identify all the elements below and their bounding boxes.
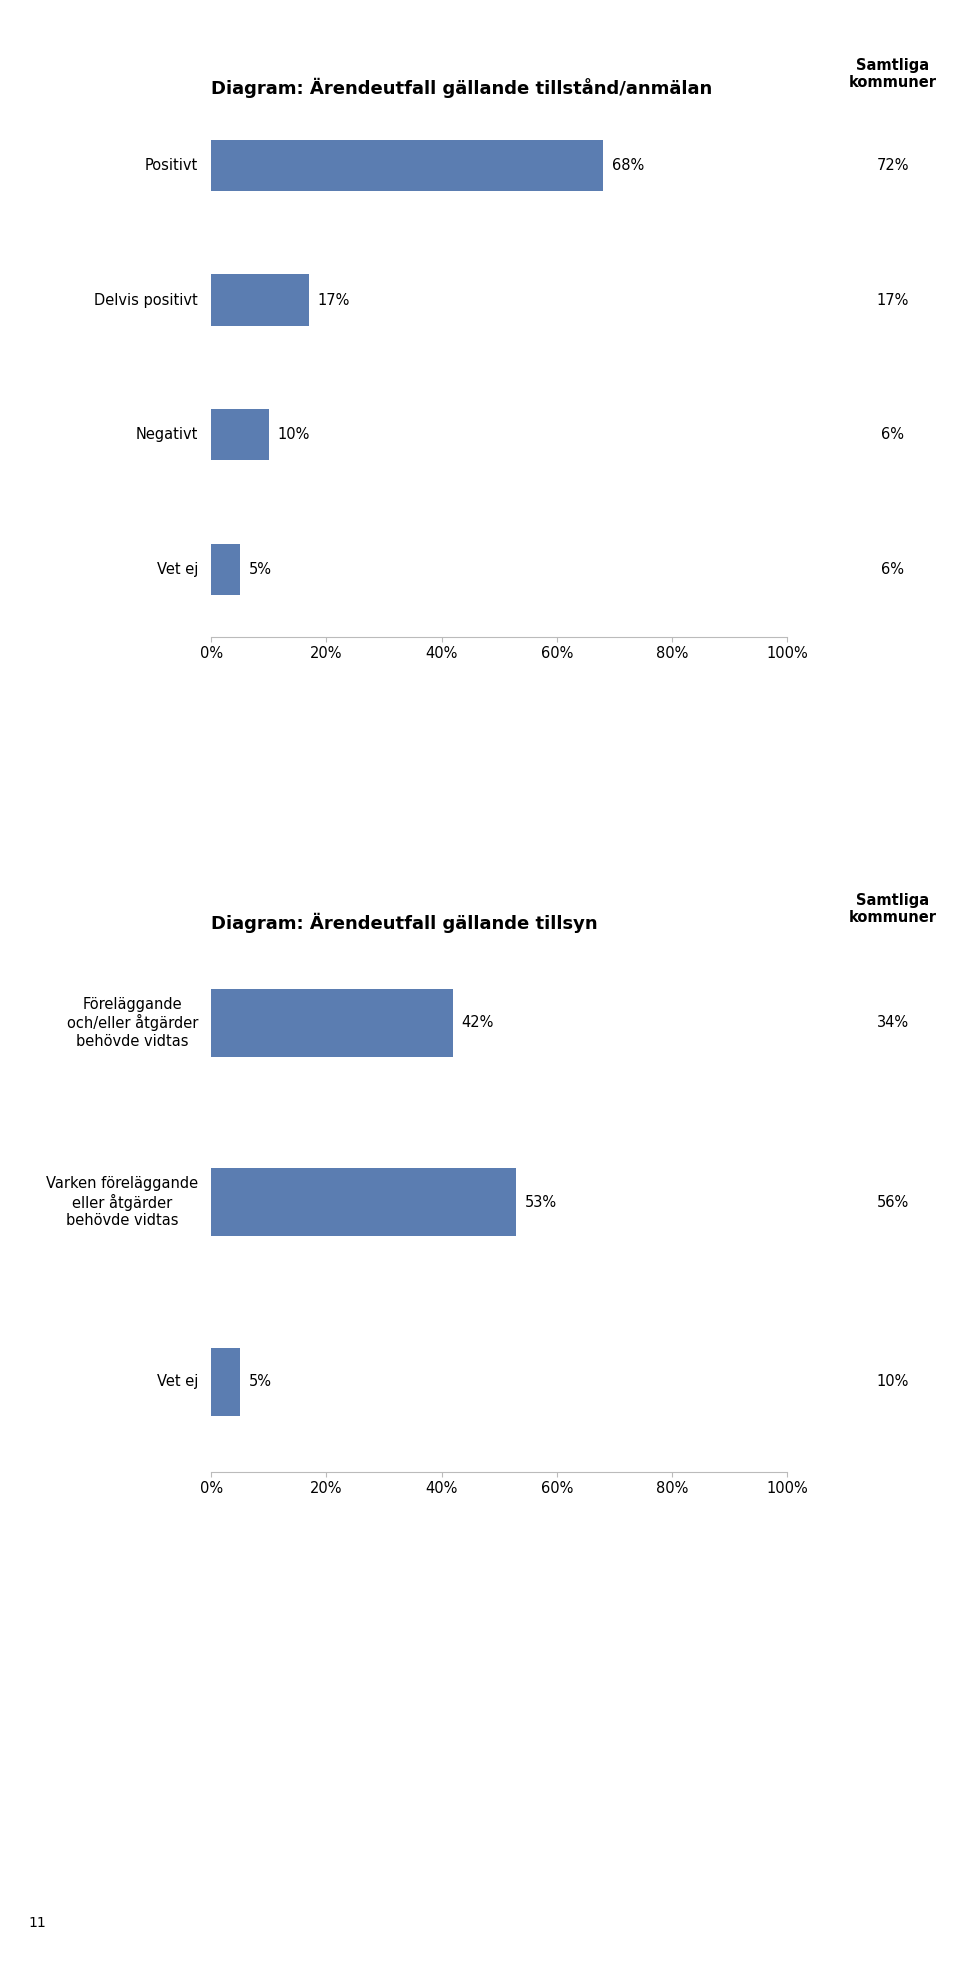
Text: Samtliga
kommuner: Samtliga kommuner xyxy=(849,893,937,924)
Text: 17%: 17% xyxy=(318,292,350,308)
Bar xyxy=(211,410,269,461)
Text: 68%: 68% xyxy=(612,157,644,173)
Text: 42%: 42% xyxy=(462,1014,494,1030)
Bar xyxy=(211,989,453,1058)
Text: 6%: 6% xyxy=(881,561,904,577)
Bar xyxy=(211,543,240,594)
Text: 10%: 10% xyxy=(876,1373,909,1389)
Text: 34%: 34% xyxy=(876,1014,909,1030)
Text: Samtliga
kommuner: Samtliga kommuner xyxy=(849,57,937,90)
Text: Diagram: Ärendeutfall gällande tillsyn: Diagram: Ärendeutfall gällande tillsyn xyxy=(211,912,598,932)
Text: 17%: 17% xyxy=(876,292,909,308)
Text: 56%: 56% xyxy=(876,1195,909,1211)
Bar xyxy=(211,1348,240,1417)
Text: 5%: 5% xyxy=(249,1373,272,1389)
Text: 10%: 10% xyxy=(277,428,310,441)
Text: Diagram: Ärendeutfall gällande tillstånd/anmälan: Diagram: Ärendeutfall gällande tillstånd… xyxy=(211,78,712,98)
Text: 6%: 6% xyxy=(881,428,904,441)
Text: 5%: 5% xyxy=(249,561,272,577)
Bar xyxy=(211,1167,516,1236)
Text: 11: 11 xyxy=(29,1915,46,1931)
Bar xyxy=(211,139,603,190)
Text: 53%: 53% xyxy=(525,1195,557,1211)
Text: 72%: 72% xyxy=(876,157,909,173)
Bar xyxy=(211,275,309,326)
